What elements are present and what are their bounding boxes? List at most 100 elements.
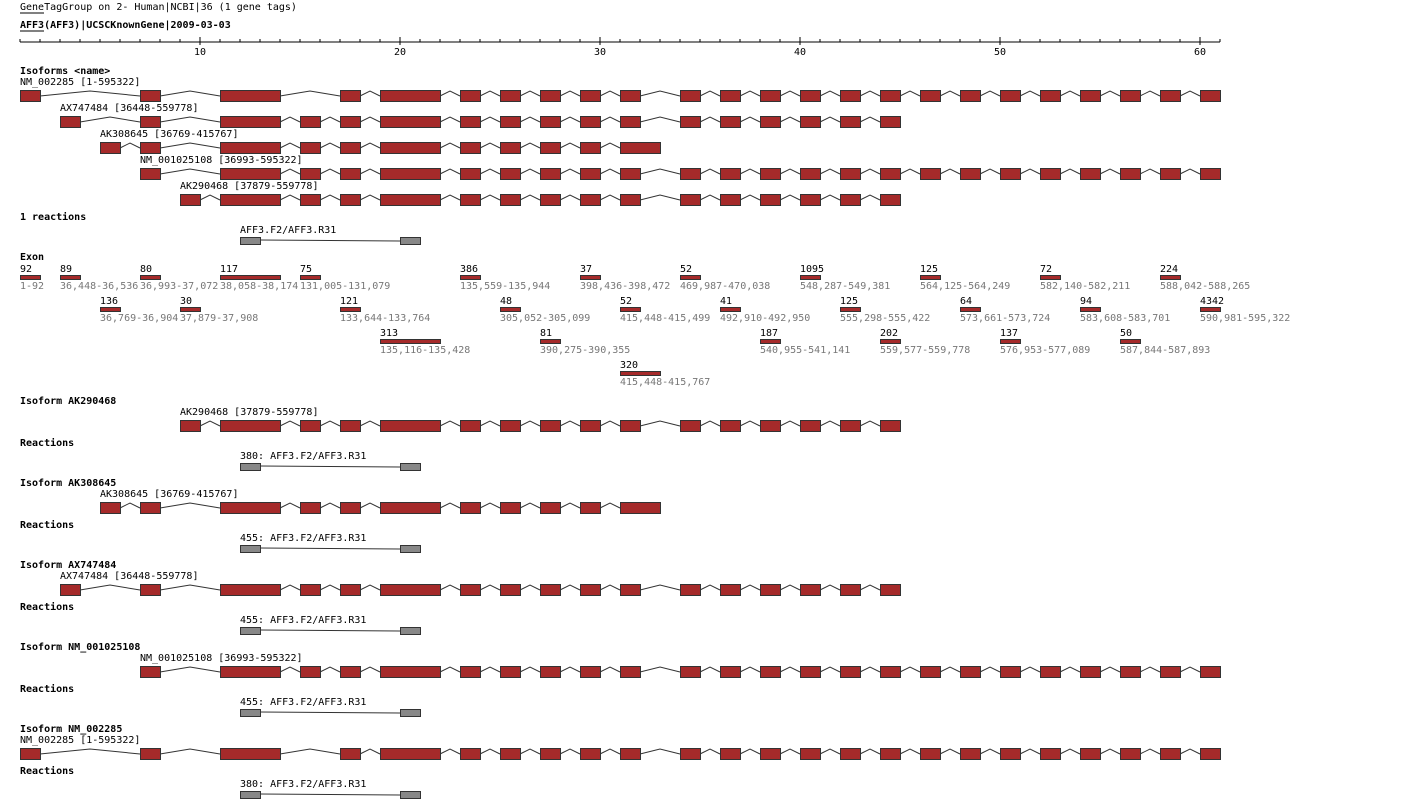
exon-range: 573,661-573,724 <box>960 313 1050 324</box>
exon-range: 305,052-305,099 <box>500 313 590 324</box>
exon-length: 386 <box>460 264 478 275</box>
exon-bar <box>100 307 121 312</box>
exon-box <box>220 168 281 180</box>
exon-box <box>220 194 281 206</box>
exon-box <box>720 584 741 596</box>
exon-box <box>500 142 521 154</box>
exon-box <box>540 584 561 596</box>
exon-box <box>680 420 701 432</box>
intron <box>279 90 341 97</box>
exon-box <box>140 168 161 180</box>
exon-box <box>220 748 281 760</box>
intron <box>479 748 501 755</box>
intron <box>899 748 921 755</box>
exon-bar <box>300 275 321 280</box>
exon-box <box>580 420 601 432</box>
exon-bar <box>500 307 521 312</box>
exon-box <box>340 194 361 206</box>
exon-box <box>380 502 441 514</box>
exon-bar <box>920 275 941 280</box>
exon-bar <box>60 275 81 280</box>
intron <box>1179 168 1201 175</box>
intron <box>319 420 341 427</box>
exon-box <box>840 168 861 180</box>
exon-box <box>340 502 361 514</box>
exon-box <box>340 90 361 102</box>
intron <box>559 168 581 175</box>
intron <box>779 666 801 673</box>
exon-box <box>300 168 321 180</box>
exon-box <box>840 666 861 678</box>
intron <box>79 584 141 591</box>
exon-range: 548,287-549,381 <box>800 281 890 292</box>
intron <box>479 142 501 149</box>
intron <box>479 90 501 97</box>
exon-box <box>840 90 861 102</box>
exon-bar <box>620 307 641 312</box>
exon-box <box>920 748 941 760</box>
intron <box>439 748 461 755</box>
intron <box>199 194 221 201</box>
intron <box>519 194 541 201</box>
intron <box>559 502 581 509</box>
exon-box <box>800 666 821 678</box>
exon-bar <box>380 339 441 344</box>
intron <box>1059 748 1081 755</box>
exon-box <box>760 194 781 206</box>
intron <box>699 194 721 201</box>
exon-box <box>140 748 161 760</box>
intron <box>639 194 681 201</box>
intron <box>319 116 341 123</box>
exon-box <box>500 420 521 432</box>
exon-box <box>840 116 861 128</box>
intron <box>639 116 681 123</box>
exon-box <box>580 194 601 206</box>
intron <box>359 194 381 201</box>
exon-box <box>340 168 361 180</box>
exon-box <box>1160 168 1181 180</box>
exon-length: 320 <box>620 360 638 371</box>
intron <box>599 142 621 149</box>
intron <box>199 420 221 427</box>
intron <box>319 142 341 149</box>
isoform-label: AK308645 [36769-415767] <box>100 129 238 140</box>
intron <box>739 194 761 201</box>
intron <box>159 584 221 591</box>
exon-box <box>800 116 821 128</box>
amplicon-line <box>259 239 401 242</box>
exon-length: 202 <box>880 328 898 339</box>
reactions-heading: 1 reactions <box>20 211 86 223</box>
intron <box>819 194 841 201</box>
exon-box <box>680 116 701 128</box>
intron <box>279 168 301 175</box>
intron <box>639 584 681 591</box>
exon-box <box>680 194 701 206</box>
exon-box <box>760 748 781 760</box>
exon-box <box>720 420 741 432</box>
exon-bar <box>960 307 981 312</box>
intron <box>519 420 541 427</box>
exon-box <box>580 748 601 760</box>
exon-box <box>880 584 901 596</box>
intron <box>819 748 841 755</box>
intron <box>279 666 301 673</box>
exon-range: 135,559-135,944 <box>460 281 550 292</box>
gene-title[interactable]: AFF3(AFF3)|UCSCKnownGene|2009-03-03 <box>20 20 231 31</box>
reaction-label: 455: AFF3.F2/AFF3.R31 <box>240 697 366 708</box>
intron <box>599 116 621 123</box>
intron <box>159 502 221 509</box>
exon-length: 64 <box>960 296 972 307</box>
exon-box <box>500 194 521 206</box>
exon-box <box>960 666 981 678</box>
intron <box>599 666 621 673</box>
exon-box <box>620 194 641 206</box>
exon-range: 36,769-36,904 <box>100 313 178 324</box>
exon-box <box>680 748 701 760</box>
primer-box <box>400 463 421 471</box>
exon-bar <box>680 275 701 280</box>
ruler-tick-label: 40 <box>794 47 806 58</box>
exon-box <box>220 142 281 154</box>
intron <box>699 584 721 591</box>
exon-bar <box>840 307 861 312</box>
exon-box <box>720 748 741 760</box>
